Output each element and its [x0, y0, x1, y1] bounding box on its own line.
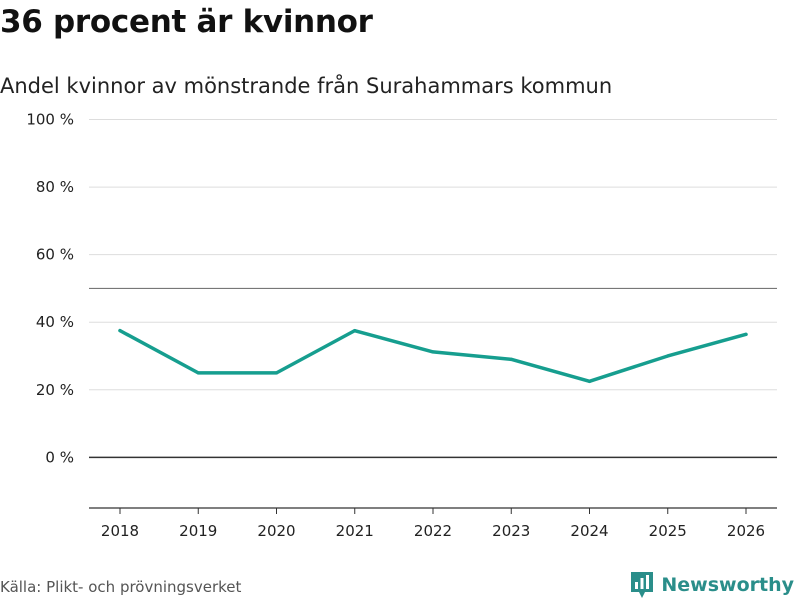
- y-tick-label: 60 %: [36, 246, 74, 264]
- data-point: [274, 371, 279, 375]
- x-tick-label: 2026: [727, 522, 765, 540]
- data-point: [196, 371, 200, 375]
- chart-subtitle: Andel kvinnor av mönstrande från Suraham…: [0, 74, 613, 98]
- newsworthy-logo-icon: [631, 572, 654, 598]
- y-tick-label: 0 %: [45, 448, 74, 466]
- y-tick-label: 20 %: [36, 381, 74, 399]
- y-tick-label: 80 %: [36, 178, 74, 196]
- data-point: [587, 379, 592, 383]
- y-tick-label: 100 %: [26, 111, 74, 129]
- chart-title: 36 procent är kvinnor: [0, 4, 373, 40]
- brand-logo: Newsworthy: [629, 570, 794, 600]
- x-tick-label: 2023: [492, 522, 530, 540]
- x-tick-label: 2024: [570, 522, 608, 540]
- data-point: [744, 332, 748, 336]
- source-note: Källa: Plikt- och prövningsverket: [0, 578, 242, 596]
- series-line: [118, 328, 748, 384]
- x-tick-label: 2020: [257, 522, 295, 540]
- brand-name: Newsworthy: [661, 574, 794, 596]
- x-tick-label: 2019: [179, 522, 217, 540]
- x-tick-label: 2022: [414, 522, 452, 540]
- x-tick-label: 2021: [336, 522, 374, 540]
- data-point: [431, 350, 435, 354]
- data-point: [666, 354, 670, 358]
- data-point: [353, 329, 357, 333]
- x-tick-label: 2025: [649, 522, 687, 540]
- x-tick-label: 2018: [101, 522, 139, 540]
- y-tick-label: 40 %: [36, 313, 74, 331]
- data-point: [509, 357, 513, 361]
- data-point: [118, 329, 122, 333]
